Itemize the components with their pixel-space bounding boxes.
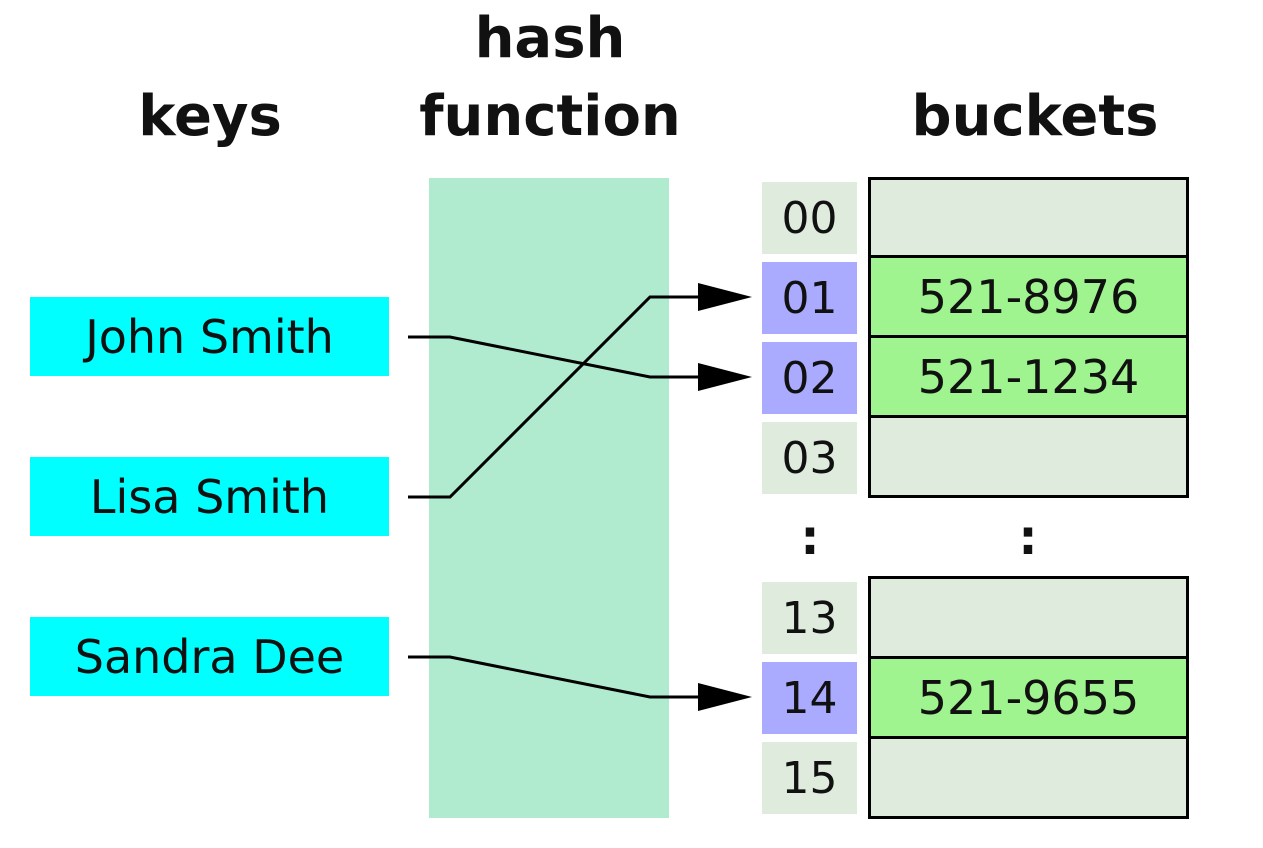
bucket-15: [868, 736, 1189, 819]
key-sandra-dee: Sandra Dee: [30, 617, 389, 696]
index-01: 01: [762, 262, 857, 334]
hash-function-heading-line1: hash: [474, 6, 626, 71]
arrowhead-14: [698, 683, 752, 711]
bucket-03: [868, 415, 1189, 498]
hash-function-band: [429, 178, 669, 818]
bucket-14: 521-9655: [868, 656, 1189, 739]
key-john-smith: John Smith: [30, 297, 389, 376]
index-02: 02: [762, 342, 857, 414]
keys-heading: keys: [138, 84, 282, 149]
index-13: 13: [762, 582, 857, 654]
bucket-ellipsis: :: [1018, 510, 1038, 566]
index-ellipsis: :: [800, 510, 820, 566]
arrowhead-02: [698, 363, 752, 391]
arrow-sandra-dee-to-14: [408, 655, 700, 699]
key-lisa-smith: Lisa Smith: [30, 457, 389, 536]
index-14: 14: [762, 662, 857, 734]
arrowhead-01: [698, 283, 752, 311]
bucket-00: [868, 177, 1189, 258]
index-00: 00: [762, 182, 857, 254]
arrow-john-smith-to-02: [408, 335, 700, 379]
hash-function-heading-line2: function: [419, 84, 681, 149]
index-15: 15: [762, 742, 857, 814]
index-03: 03: [762, 422, 857, 494]
buckets-heading: buckets: [911, 84, 1159, 149]
arrow-lisa-smith-to-01: [408, 295, 700, 499]
